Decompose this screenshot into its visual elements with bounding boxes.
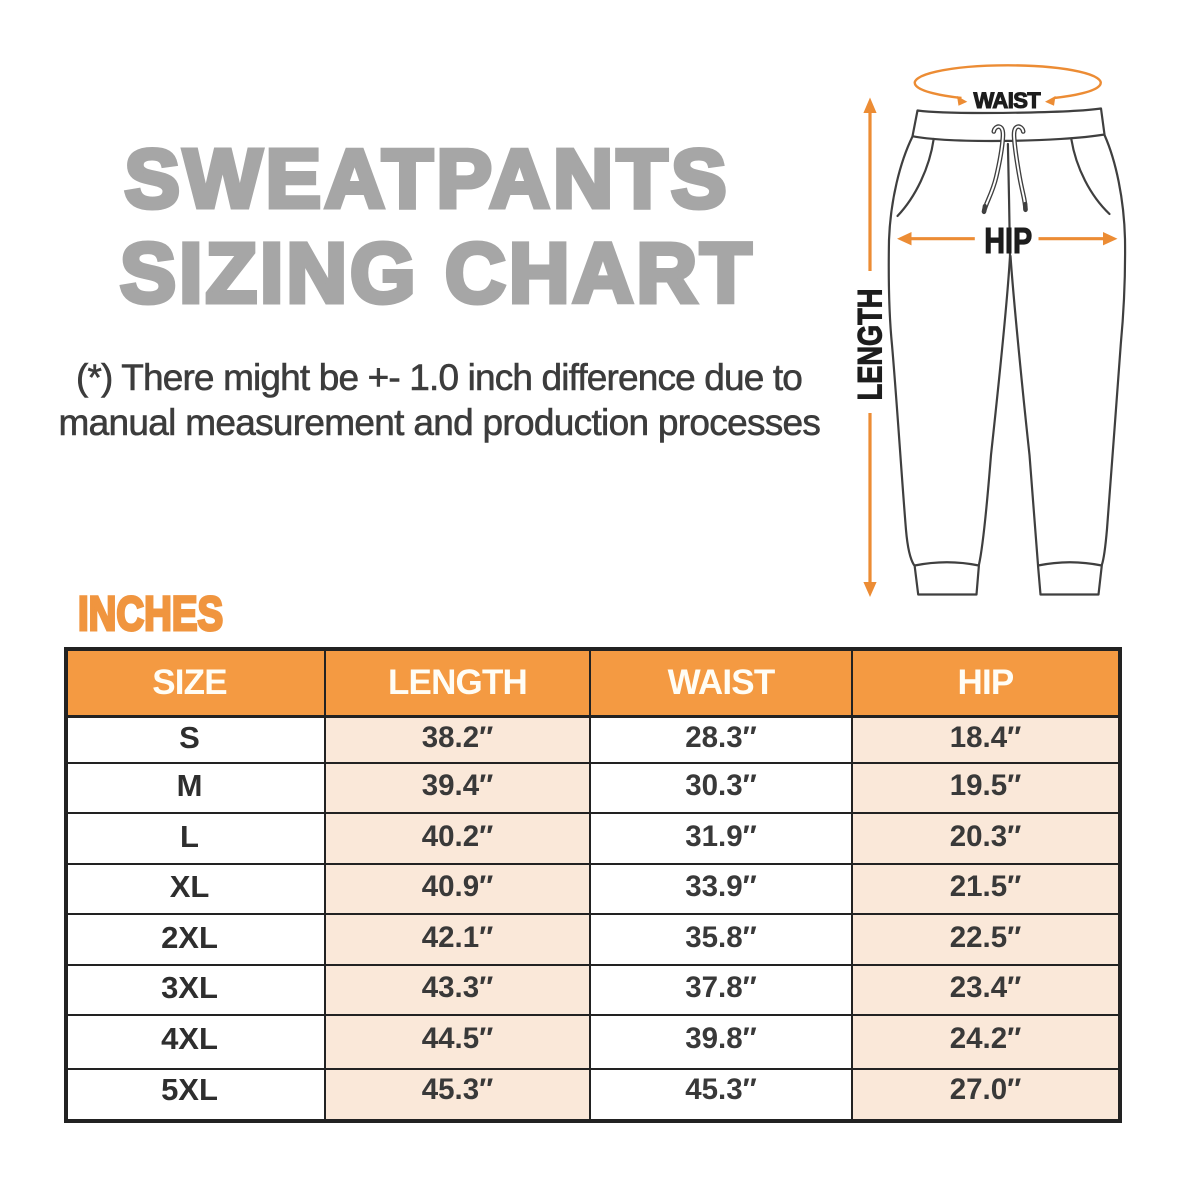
- svg-text:LENGTH: LENGTH: [851, 289, 890, 401]
- svg-text:WAIST: WAIST: [973, 88, 1041, 113]
- svg-text:HIP: HIP: [984, 220, 1032, 261]
